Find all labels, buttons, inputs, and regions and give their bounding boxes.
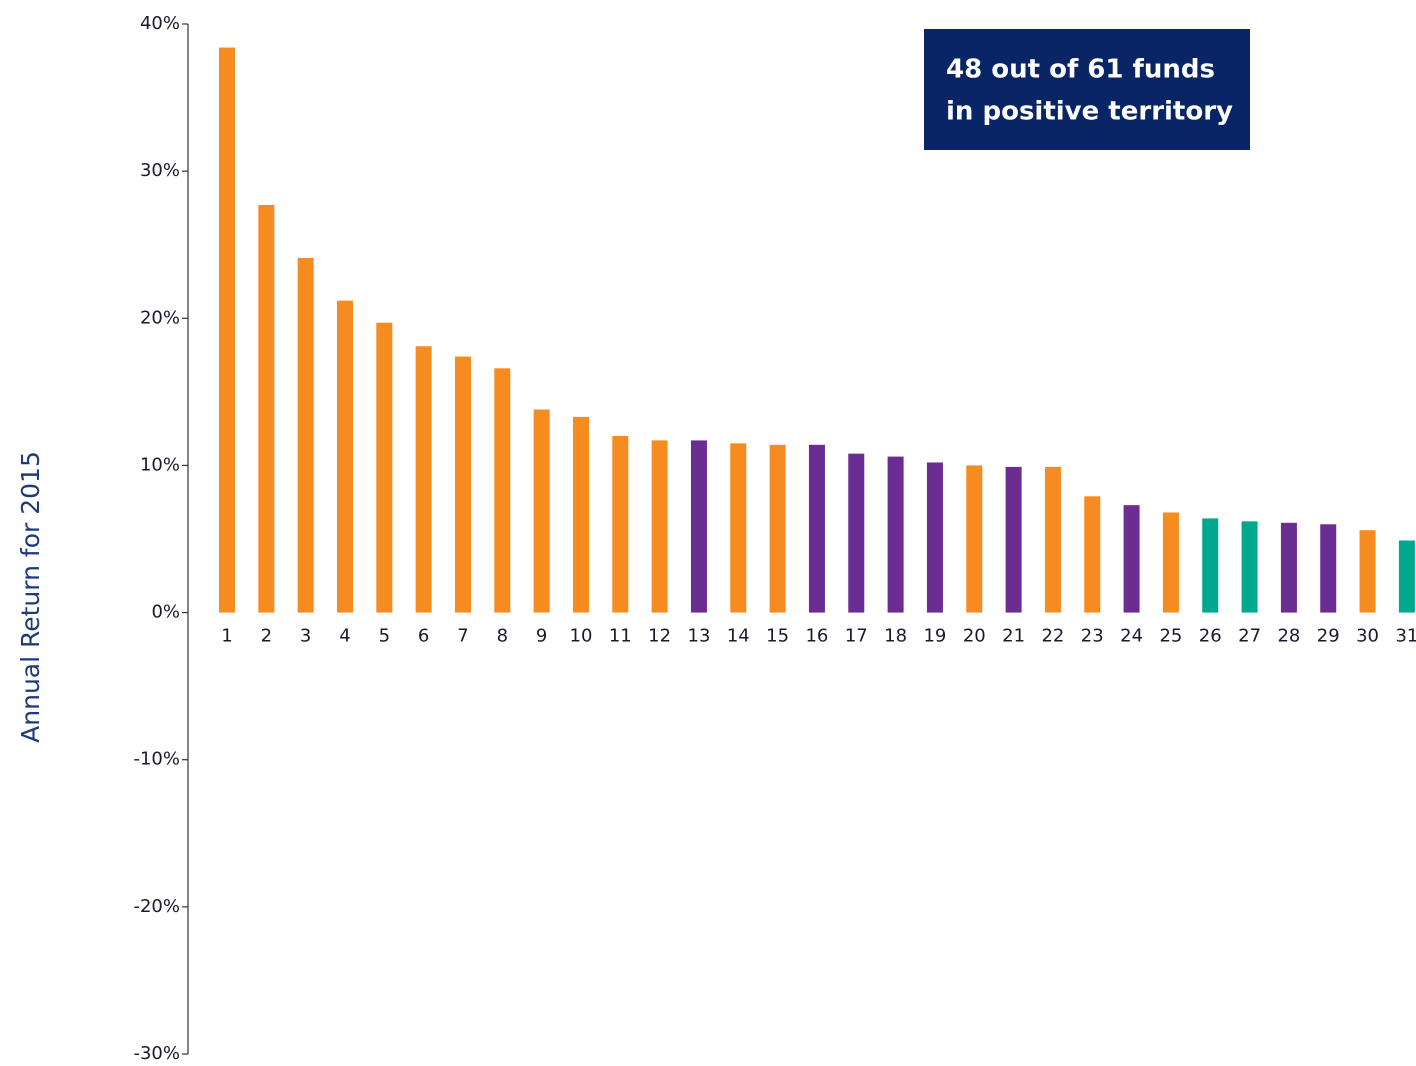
x-tick-label: 20	[963, 626, 986, 647]
y-tick-label: 40%	[140, 13, 180, 34]
x-tick-label: 1	[221, 626, 232, 647]
bar	[612, 436, 629, 613]
x-tick-label: 28	[1277, 626, 1300, 647]
x-tick-label: 8	[497, 626, 508, 647]
annotation-box	[924, 29, 1250, 150]
y-tick-label: -30%	[133, 1043, 180, 1064]
x-tick-label: 13	[688, 626, 711, 647]
x-tick-label: 2	[261, 626, 272, 647]
bar	[848, 453, 865, 613]
bar	[651, 440, 668, 613]
bar	[690, 440, 707, 613]
x-tick-label: 15	[766, 626, 789, 647]
x-tick-label: 5	[379, 626, 390, 647]
x-tick-label: 31	[1395, 626, 1416, 647]
x-tick-label: 4	[339, 626, 350, 647]
bar	[297, 257, 314, 613]
bar	[1044, 466, 1061, 613]
bar	[808, 444, 825, 613]
x-tick-label: 6	[418, 626, 429, 647]
y-tick-label: 10%	[140, 454, 180, 475]
bar	[887, 456, 904, 613]
bar	[966, 465, 983, 613]
x-tick-label: 18	[884, 626, 907, 647]
y-tick-label: 0%	[151, 602, 180, 623]
x-tick-label: 12	[648, 626, 671, 647]
x-tick-label: 22	[1041, 626, 1064, 647]
bar	[769, 444, 786, 613]
bar	[1005, 466, 1022, 613]
x-tick-label: 27	[1238, 626, 1261, 647]
bar	[1398, 540, 1415, 613]
bar	[1162, 512, 1179, 613]
x-tick-label: 21	[1002, 626, 1025, 647]
bar	[376, 322, 393, 613]
x-tick-label: 16	[805, 626, 828, 647]
bar	[533, 409, 550, 613]
bar	[1320, 524, 1337, 613]
bar	[1084, 496, 1101, 613]
x-tick-label: 14	[727, 626, 750, 647]
x-tick-label: 3	[300, 626, 311, 647]
x-tick-label: 19	[923, 626, 946, 647]
bar	[494, 368, 511, 613]
bar	[926, 462, 943, 613]
y-tick-label: 30%	[140, 160, 180, 181]
x-tick-label: 25	[1159, 626, 1182, 647]
y-tick-label: 20%	[140, 307, 180, 328]
x-tick-label: 26	[1199, 626, 1222, 647]
x-tick-label: 29	[1317, 626, 1340, 647]
annotation-line: 48 out of 61 funds	[946, 55, 1215, 85]
bar	[1280, 522, 1297, 613]
bar	[258, 204, 275, 613]
x-tick-label: 10	[570, 626, 593, 647]
bar	[336, 300, 353, 613]
x-tick-label: 23	[1081, 626, 1104, 647]
bar	[219, 47, 235, 613]
y-tick-label: -20%	[133, 896, 180, 917]
bar	[1359, 530, 1376, 613]
bar	[1123, 505, 1140, 613]
bar	[1241, 521, 1258, 613]
y-tick-label: -10%	[133, 749, 180, 770]
bar	[454, 356, 471, 613]
y-axis-label: Annual Return for 2015	[16, 451, 45, 743]
x-tick-label: 30	[1356, 626, 1379, 647]
bar	[415, 346, 432, 613]
x-tick-label: 9	[536, 626, 547, 647]
x-tick-label: 17	[845, 626, 868, 647]
bar	[730, 443, 747, 613]
bar	[1202, 518, 1219, 613]
x-tick-label: 7	[457, 626, 468, 647]
bar	[572, 416, 589, 613]
annotation-line: in positive territory	[946, 97, 1233, 127]
x-tick-label: 11	[609, 626, 632, 647]
x-tick-label: 24	[1120, 626, 1143, 647]
